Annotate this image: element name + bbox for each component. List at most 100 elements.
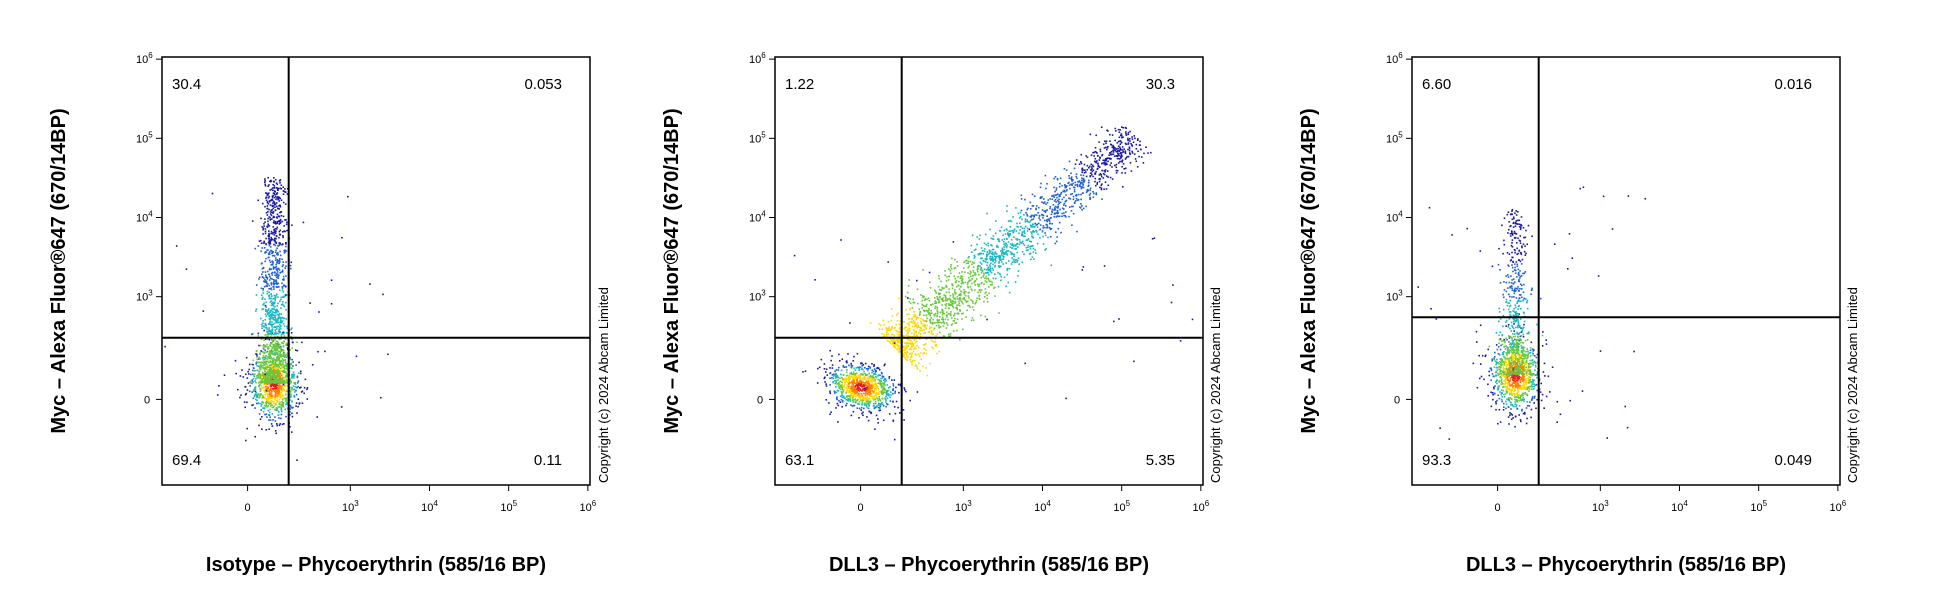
event-dot [858,417,860,419]
event-dot [1009,268,1011,270]
event-dot [857,367,859,369]
event-dot [276,322,278,324]
event-dot [891,327,893,329]
event-dot [824,381,826,383]
event-dot [278,277,280,279]
event-dot [995,258,997,260]
event-dot [986,278,988,280]
event-dot [873,380,875,382]
event-dot [829,391,831,393]
event-dot [296,394,298,396]
event-dot [895,347,897,349]
event-dot [935,346,937,348]
event-dot [274,272,276,274]
event-dot [271,212,273,214]
event-dot [278,395,280,397]
event-dot [280,297,282,299]
event-dot [258,377,260,379]
event-dot [1061,185,1063,187]
event-dot [914,330,916,332]
event-dot [1009,234,1011,236]
event-dot [203,310,205,312]
event-dot [1106,188,1108,190]
event-dot [1038,217,1040,219]
event-dot [264,334,266,336]
event-dot [826,399,828,401]
event-dot [828,402,830,404]
event-dot [995,220,997,222]
event-dot [971,251,973,253]
event-dot [271,231,273,233]
event-dot [852,377,854,379]
event-dot [252,381,254,383]
event-dot [279,356,281,358]
event-dot [278,343,280,345]
event-dot [968,297,970,299]
event-dot [1127,149,1129,151]
event-dot [839,378,841,380]
event-dot [851,388,853,390]
event-dot [1094,181,1096,183]
event-dot [920,352,922,354]
event-dot [276,262,278,264]
event-dot [885,398,887,400]
event-dot [1081,205,1083,207]
event-dot [285,203,287,205]
event-dot [283,341,285,343]
event-dot [1090,169,1092,171]
event-dot [1119,129,1121,131]
event-dot [1021,218,1023,220]
event-dot [1001,261,1003,263]
event-dot [264,180,266,182]
event-dot [832,367,834,369]
event-dot [263,227,265,229]
event-dot [991,238,993,240]
event-dot [1023,243,1025,245]
event-dot [968,277,970,279]
event-dot [953,295,955,297]
event-dot [868,373,870,375]
event-dot [874,380,876,382]
event-dot [268,357,270,359]
event-dot [981,263,983,265]
event-dot [1141,156,1143,158]
event-dot [1105,147,1107,149]
event-dot [1063,197,1065,199]
event-dot [265,192,267,194]
event-dot [271,366,273,368]
event-dot [850,400,852,402]
event-dot [1019,229,1021,231]
event-dot [294,396,296,398]
event-dot [278,369,280,371]
event-dot [932,341,934,343]
event-dot [988,267,990,269]
event-dot [293,377,295,379]
event-dot [262,345,264,347]
event-dot [271,316,273,318]
event-dot [889,386,891,388]
event-dot [1016,226,1018,228]
event-dot [956,330,958,332]
event-dot [862,384,864,386]
event-dot [959,305,961,307]
event-dot [261,366,263,368]
event-dot [272,373,274,375]
event-dot [846,360,848,362]
event-dot [1010,251,1012,253]
event-dot [269,201,271,203]
event-dot [278,286,280,288]
event-dot [867,380,869,382]
event-dot [830,393,832,395]
event-dot [277,397,279,399]
event-dot [251,405,253,407]
event-dot [974,281,976,283]
event-dot [1107,161,1109,163]
event-dot [275,371,277,373]
event-dot [865,395,867,397]
event-dot [987,242,989,244]
event-dot [1110,177,1112,179]
event-dot [897,407,899,409]
event-dot [281,322,283,324]
event-dot [256,400,258,402]
event-dot [878,403,880,405]
